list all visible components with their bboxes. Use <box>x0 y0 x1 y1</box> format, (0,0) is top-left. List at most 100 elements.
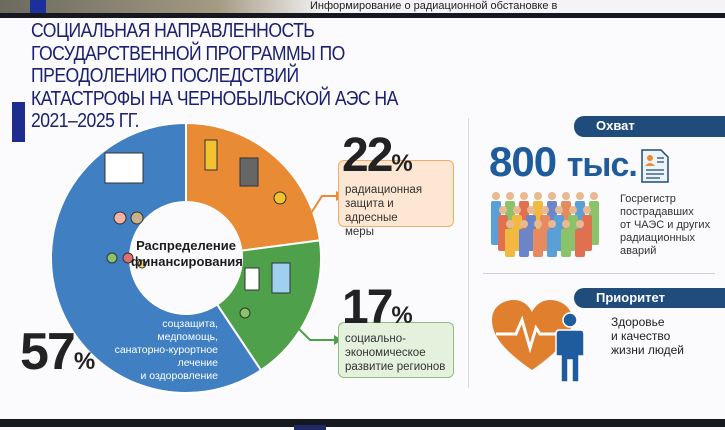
person-head <box>492 192 500 200</box>
value: 22 <box>342 129 393 182</box>
center-line: финансирования <box>131 254 243 269</box>
label-line: экономическое <box>345 347 426 359</box>
person-body <box>561 229 571 257</box>
dosimeter-icon <box>239 157 259 187</box>
person-head <box>506 192 514 200</box>
vertical-divider <box>468 118 469 388</box>
desc-line: и качество <box>611 329 671 343</box>
percent-sign: % <box>73 348 96 375</box>
person-head <box>555 206 563 214</box>
coins-icon <box>273 191 287 205</box>
center-line: Распределение <box>136 238 236 253</box>
person-body <box>519 229 529 257</box>
percent-regions: 17% <box>342 284 413 338</box>
label-line: социально- <box>345 333 406 345</box>
city-buildings-icon <box>244 267 260 291</box>
elderly-couple-icon <box>130 211 144 225</box>
person-head <box>513 206 521 214</box>
person-head <box>590 192 598 200</box>
city-buildings-icon <box>271 262 291 294</box>
desc-line: аварий <box>620 245 657 257</box>
card-protection: радиационная защита и адресные меры <box>338 160 454 238</box>
coverage-description: Госрегистр пострадавших от ЧАЭС и других… <box>620 193 710 258</box>
family-icon <box>106 252 118 264</box>
percent-protection: 22% <box>342 132 413 186</box>
desc-line: Здоровье <box>611 315 665 329</box>
label-line: меры <box>345 226 374 238</box>
person-body <box>533 229 543 257</box>
desc-line: Госрегистр <box>620 193 676 205</box>
person-head <box>520 220 528 228</box>
label-line: лечение <box>177 357 218 369</box>
person-head <box>534 220 542 228</box>
label-line: развитие регионов <box>345 361 446 373</box>
priority-description: Здоровье и качество жизни людей <box>611 315 684 357</box>
donut-chart <box>50 121 340 394</box>
title-line: ГОСУДАРСТВЕННОЙ ПРОГРАММЫ ПО <box>31 42 345 65</box>
horizontal-divider <box>483 273 715 274</box>
title-line: КАТАСТРОФЫ НА ЧЕРНОБЫЛЬСКОЙ АЭС НА <box>31 87 398 110</box>
coverage-number: 800 тыс. <box>489 138 638 186</box>
person-icon <box>555 312 585 383</box>
card-regions: социально- экономическое развитие регион… <box>338 322 454 378</box>
person-head <box>499 206 507 214</box>
person-head <box>534 192 542 200</box>
label-line: защита и адресные <box>345 198 398 224</box>
person-head <box>548 220 556 228</box>
person-head <box>576 192 584 200</box>
person-body <box>575 229 585 257</box>
desc-line: пострадавших <box>620 206 694 218</box>
desc-line: от ЧАЭС и других <box>620 219 711 231</box>
page-title: СОЦИАЛЬНАЯ НАПРАВЛЕННОСТЬ ГОСУДАРСТВЕННО… <box>31 20 471 133</box>
person-head <box>527 206 535 214</box>
person-head <box>541 206 549 214</box>
person-head <box>548 192 556 200</box>
percent-sign: % <box>391 150 413 177</box>
unit: тыс. <box>566 146 638 184</box>
donut-center-label: Распределение финансирования <box>131 238 243 270</box>
label-line: соцзащита, <box>162 318 218 330</box>
person-head <box>569 206 577 214</box>
number: 800 <box>489 138 557 185</box>
bottom-divider <box>0 419 725 427</box>
label-social: соцзащита, медпомощь, санаторно-курортно… <box>108 318 218 383</box>
person-head <box>576 220 584 228</box>
title-line: 2021–2025 ГГ. <box>31 110 139 132</box>
slice-regions <box>215 239 322 372</box>
label-line: медпомощь, <box>157 331 218 343</box>
desc-line: жизни людей <box>611 343 685 357</box>
blue-mark <box>30 0 46 13</box>
person-head <box>562 220 570 228</box>
coverage-label: Охват <box>574 116 725 137</box>
top-divider <box>0 13 725 18</box>
top-strip-text: Информирование о радиационной обстановке… <box>310 0 558 12</box>
label-line: радиационная <box>345 184 423 196</box>
document-icon <box>641 149 669 183</box>
person-body <box>505 229 515 257</box>
family-icon <box>122 252 134 264</box>
arrow-protection <box>307 195 336 219</box>
slice-social <box>50 121 263 394</box>
arrowhead-regions <box>334 335 340 345</box>
value: 17 <box>342 281 393 334</box>
label-line: санаторно-курортное <box>114 344 218 356</box>
percent-sign: % <box>391 302 413 329</box>
title-line: СОЦИАЛЬНАЯ НАПРАВЛЕННОСТЬ <box>31 20 315 42</box>
priority-label: Приоритет <box>574 288 725 308</box>
person-head <box>562 192 570 200</box>
bottom-mark <box>294 425 326 430</box>
heart-pulse-icon <box>492 300 572 370</box>
value: 57 <box>20 323 76 381</box>
crowd-icon <box>491 192 599 257</box>
elderly-couple-icon <box>113 211 127 225</box>
arrow-regions <box>293 323 334 341</box>
slice-protection <box>185 121 321 252</box>
desc-line: радиационных <box>620 232 696 244</box>
community-icon <box>239 307 251 319</box>
person-head <box>520 192 528 200</box>
hospital-icon <box>104 152 144 184</box>
top-strip: Информирование о радиационной обстановке… <box>0 0 725 13</box>
hazmat-suit-icon <box>204 139 218 171</box>
family-icon <box>137 259 147 269</box>
percent-social: 57% <box>20 326 96 386</box>
